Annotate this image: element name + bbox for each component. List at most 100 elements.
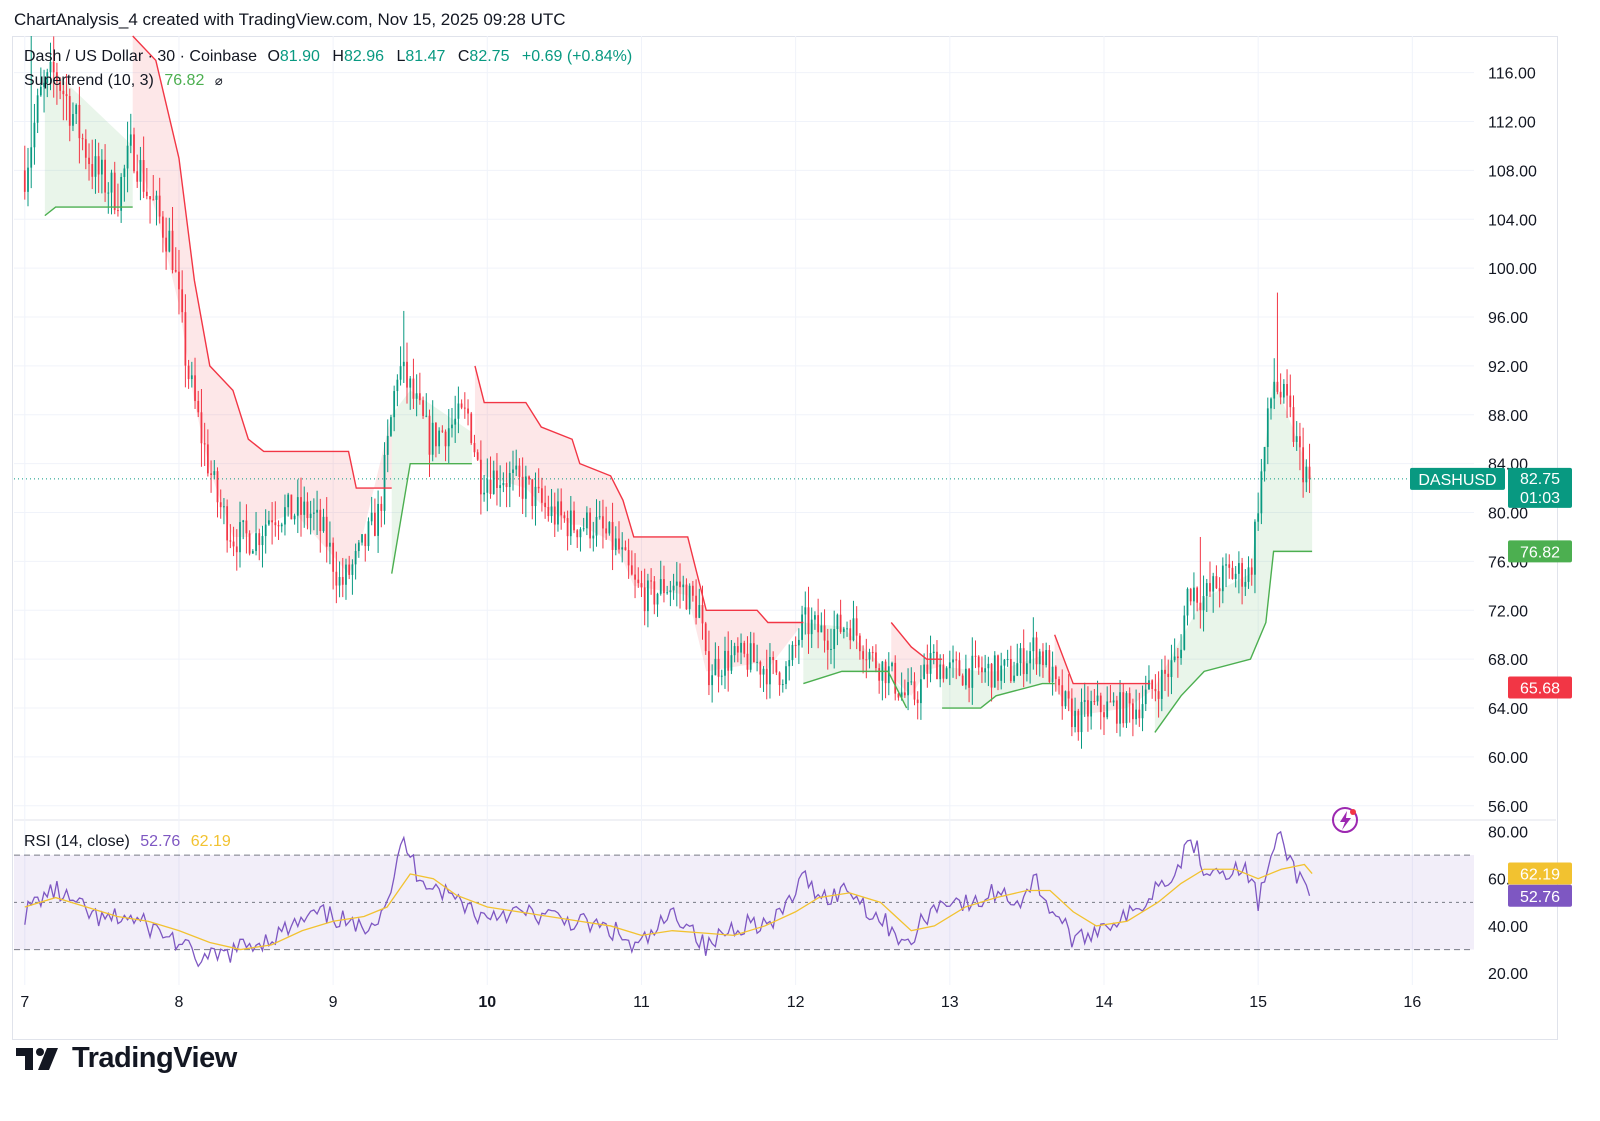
candle-body <box>1308 466 1311 479</box>
candle-body <box>1067 691 1070 699</box>
candle-body <box>1212 576 1215 592</box>
candle-body <box>178 271 180 290</box>
candle-body <box>296 497 299 516</box>
candle-body <box>1173 656 1176 661</box>
candle-body <box>926 664 929 674</box>
candle-body <box>968 668 970 688</box>
candle-body <box>1058 679 1060 686</box>
supertrend-label[interactable]: Supertrend (10, 3) <box>24 72 154 89</box>
candle-body <box>1087 700 1089 717</box>
candle-body <box>1106 701 1109 718</box>
candle-body <box>43 82 45 87</box>
candle-body <box>91 164 94 177</box>
candle-body <box>640 583 643 588</box>
candle-body <box>865 659 868 661</box>
candle-body <box>669 590 672 593</box>
supertrend-down-fill <box>132 36 392 574</box>
candle-body <box>1218 588 1221 592</box>
candle-body <box>833 629 836 649</box>
price-axis-label: 88.00 <box>1488 408 1528 425</box>
time-axis-label: 8 <box>175 994 184 1011</box>
supertrend-up-fill <box>803 622 907 709</box>
candle-body <box>743 642 746 654</box>
candle-body <box>720 675 723 677</box>
candle-body <box>746 653 749 670</box>
candle-body <box>1051 666 1054 682</box>
low-label: L <box>396 48 406 65</box>
candle-body <box>1122 692 1125 724</box>
candle-body <box>974 655 977 657</box>
candle-body <box>332 542 335 572</box>
candle-body <box>820 625 823 633</box>
candle-body <box>78 104 81 139</box>
tradingview-logo[interactable]: TradingView <box>16 1042 237 1075</box>
candle-body <box>576 530 579 538</box>
candle-body <box>1045 650 1048 666</box>
candle-body <box>1077 710 1080 733</box>
candle-body <box>1070 698 1073 728</box>
rsi-axis-label: 40.00 <box>1488 919 1528 936</box>
candle-body <box>1160 669 1163 699</box>
candle-body <box>1238 563 1240 574</box>
candle-body <box>929 653 932 674</box>
candle-body <box>836 614 839 630</box>
candle-body <box>1260 471 1263 514</box>
candle-body <box>634 574 636 580</box>
candle-body <box>801 614 803 640</box>
candle-body <box>300 497 302 515</box>
candle-body <box>499 485 502 489</box>
candle-body <box>460 403 463 408</box>
chart-frame[interactable] <box>12 36 1558 1040</box>
candle-body <box>162 216 164 238</box>
candle-body <box>807 607 810 635</box>
open-value: 81.90 <box>279 48 320 65</box>
flash-icon[interactable] <box>1332 807 1358 833</box>
candle-body <box>223 506 225 508</box>
candle-body <box>1228 564 1231 568</box>
candle-body <box>1279 391 1282 398</box>
candle-body <box>1250 567 1253 575</box>
candle-body <box>785 666 787 685</box>
rsi-ma-tag-bg <box>1508 862 1572 885</box>
candle-body <box>759 661 762 675</box>
time-axis-label: 13 <box>941 994 959 1011</box>
candle-body <box>647 580 649 612</box>
candle-body <box>1048 650 1051 682</box>
eye-off-icon[interactable]: ⌀ <box>214 73 223 88</box>
candle-body <box>1151 680 1154 689</box>
candle-body <box>1193 587 1195 602</box>
candle-body <box>862 651 864 660</box>
candle-body <box>630 565 633 575</box>
candle-body <box>1234 573 1237 579</box>
candle-body <box>826 640 829 650</box>
candle-body <box>293 515 296 520</box>
rsi-label[interactable]: RSI (14, close) <box>24 833 130 850</box>
symbol-title[interactable]: Dash / US Dollar · 30 · Coinbase <box>24 48 257 65</box>
candle-body <box>370 512 373 522</box>
candle-body <box>701 605 704 624</box>
supertrend-up-line <box>942 682 1055 709</box>
candle-body <box>920 679 922 704</box>
candle-body <box>830 648 832 650</box>
candle-body <box>232 541 235 547</box>
candle-body <box>573 510 575 531</box>
candle-body <box>817 615 820 633</box>
candle-body <box>59 81 62 91</box>
candle-body <box>303 501 306 515</box>
candle-body <box>569 510 572 537</box>
candle-body <box>537 486 540 489</box>
candle-body <box>595 516 598 536</box>
candle-body <box>467 408 469 414</box>
chart-caption: ChartAnalysis_4 created with TradingView… <box>14 10 566 29</box>
supertrend-down-fill <box>891 622 943 696</box>
rsi-line <box>24 830 1311 968</box>
candle-body <box>483 492 485 495</box>
candle-body <box>1003 659 1006 666</box>
supertrend-down-line <box>132 35 392 489</box>
supertrend-down-line <box>474 365 804 624</box>
time-axis-label: 9 <box>329 994 338 1011</box>
supertrend-up-fill <box>1154 378 1313 733</box>
candle-body <box>627 550 630 566</box>
candle-body <box>1189 588 1192 602</box>
